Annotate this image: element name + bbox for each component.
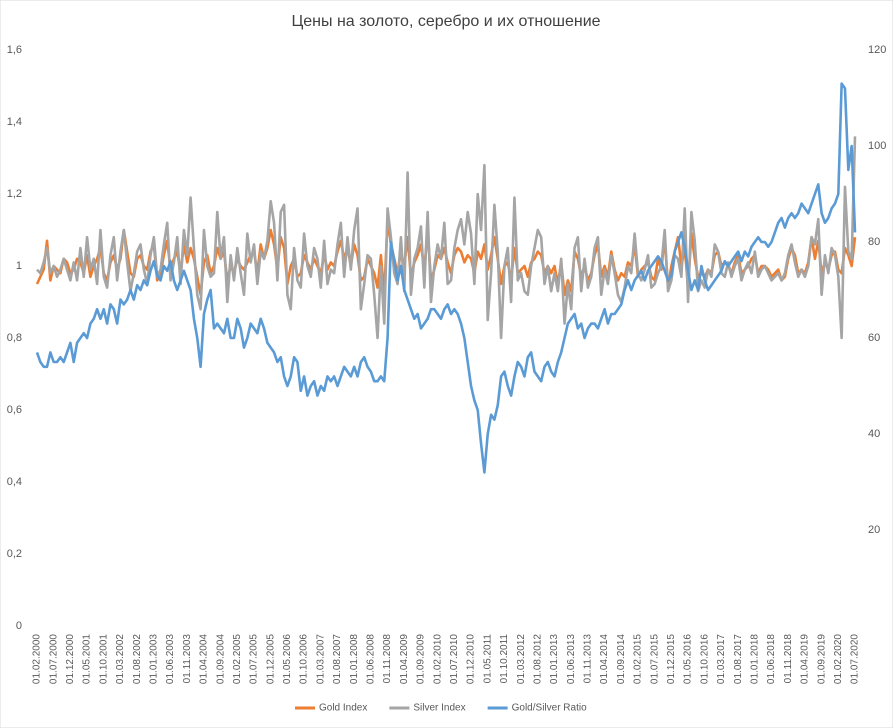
x-tick-label: 01.06.2018 xyxy=(766,634,777,684)
x-tick-label: 01.07.2010 xyxy=(449,634,460,684)
chart-title: Цены на золото, серебро и их отношение xyxy=(291,13,600,30)
y-tick-label: 0,8 xyxy=(7,332,22,344)
x-tick-label: 01.05.2016 xyxy=(683,634,694,684)
x-tick-label: 01.07.2020 xyxy=(850,634,861,684)
x-tick-label: 01.11.2018 xyxy=(783,634,794,684)
legend-label: Gold Index xyxy=(319,703,367,714)
y2-tick-label: 60 xyxy=(868,332,880,344)
x-tick-label: 01.03.2017 xyxy=(716,634,727,684)
y-tick-label: 1,6 xyxy=(7,44,22,56)
x-tick-label: 01.11.2008 xyxy=(382,634,393,684)
x-tick-label: 01.01.2003 xyxy=(148,634,159,684)
x-tick-label: 01.05.2001 xyxy=(82,634,93,684)
x-tick-label: 01.09.2004 xyxy=(215,634,226,684)
x-tick-label: 01.11.2003 xyxy=(182,634,193,684)
x-tick-label: 01.01.2008 xyxy=(349,634,360,684)
x-tick-label: 01.11.2013 xyxy=(583,634,594,684)
x-tick-label: 01.04.2019 xyxy=(800,634,811,684)
x-tick-label: 01.06.2003 xyxy=(165,634,176,684)
x-tick-label: 01.04.2004 xyxy=(199,634,210,684)
x-tick-label: 01.02.2010 xyxy=(432,634,443,684)
y-tick-label: 1,4 xyxy=(7,116,22,128)
y2-tick-label: 100 xyxy=(868,140,886,152)
y-tick-label: 1 xyxy=(16,260,22,272)
x-tick-label: 01.09.2009 xyxy=(416,634,427,684)
x-tick-label: 01.02.2020 xyxy=(833,634,844,684)
x-tick-label: 01.03.2012 xyxy=(516,634,527,684)
x-tick-label: 01.12.2015 xyxy=(666,634,677,684)
x-tick-label: 01.02.2000 xyxy=(32,634,43,684)
y2-tick-label: 20 xyxy=(868,524,880,536)
y2-tick-label: 40 xyxy=(868,428,880,440)
y-tick-label: 1,2 xyxy=(7,188,22,200)
y-tick-label: 0,4 xyxy=(7,476,22,488)
x-tick-label: 01.10.2016 xyxy=(699,634,710,684)
series-line xyxy=(36,136,857,340)
y2-tick-label: 120 xyxy=(868,44,886,56)
y-tick-label: 0 xyxy=(16,620,22,632)
x-tick-label: 01.07.2015 xyxy=(649,634,660,684)
x-tick-label: 01.05.2011 xyxy=(482,634,493,684)
x-tick-label: 01.12.2000 xyxy=(65,634,76,684)
series-line xyxy=(35,82,857,474)
x-tick-label: 01.12.2010 xyxy=(466,634,477,684)
x-tick-label: 01.04.2009 xyxy=(399,634,410,684)
x-tick-label: 01.06.2008 xyxy=(366,634,377,684)
x-tick-label: 01.10.2011 xyxy=(499,634,510,684)
legend-label: Gold/Silver Ratio xyxy=(512,703,587,714)
x-tick-label: 01.07.2005 xyxy=(249,634,260,684)
x-tick-label: 01.02.2015 xyxy=(633,634,644,684)
x-tick-label: 01.07.2000 xyxy=(48,634,59,684)
x-tick-label: 01.01.2018 xyxy=(749,634,760,684)
y2-tick-label: 80 xyxy=(868,236,880,248)
x-tick-label: 01.01.2013 xyxy=(549,634,560,684)
x-tick-label: 01.09.2014 xyxy=(616,634,627,684)
x-tick-label: 01.04.2014 xyxy=(599,634,610,684)
x-tick-label: 01.08.2012 xyxy=(532,634,543,684)
y-tick-label: 0,2 xyxy=(7,548,22,560)
x-tick-label: 01.12.2005 xyxy=(265,634,276,684)
x-tick-label: 01.06.2013 xyxy=(566,634,577,684)
x-tick-label: 01.10.2006 xyxy=(299,634,310,684)
x-tick-label: 01.08.2017 xyxy=(733,634,744,684)
y-tick-label: 0,6 xyxy=(7,404,22,416)
x-tick-label: 01.10.2001 xyxy=(98,634,109,684)
x-tick-label: 01.08.2007 xyxy=(332,634,343,684)
x-tick-label: 01.09.2019 xyxy=(816,634,827,684)
legend-label: Silver Index xyxy=(413,703,465,714)
x-tick-label: 01.05.2006 xyxy=(282,634,293,684)
x-tick-label: 01.03.2007 xyxy=(315,634,326,684)
x-tick-label: 01.02.2005 xyxy=(232,634,243,684)
x-tick-label: 01.03.2002 xyxy=(115,634,126,684)
x-tick-label: 01.08.2002 xyxy=(132,634,143,684)
